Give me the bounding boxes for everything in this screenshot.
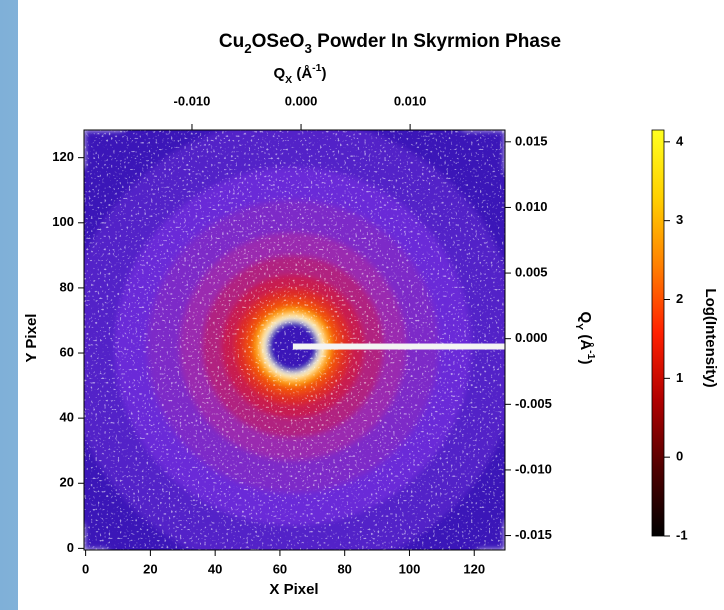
x-tick-label: 60 [273, 561, 287, 576]
y2-tick-label: -0.010 [515, 461, 552, 476]
label-part: Cu [219, 31, 244, 52]
colorbar [652, 130, 664, 536]
x-tick-label: 40 [208, 561, 222, 576]
y-tick-label: 100 [52, 214, 74, 229]
label-part: ) [322, 65, 327, 82]
label-part: ) [577, 360, 594, 365]
x2-tick-label: 0.000 [285, 93, 318, 108]
y2-tick-label: 0.015 [515, 133, 548, 148]
colorbar-tick-label: -1 [676, 527, 688, 542]
colorbar-tick-label: 0 [676, 449, 683, 464]
x-tick-label: 0 [82, 561, 89, 576]
label-part: (Å [577, 330, 594, 350]
label-part: 3 [304, 41, 311, 56]
x-tick-label: 120 [463, 561, 485, 576]
y-tick-label: 120 [52, 149, 74, 164]
beam-stop-arm [293, 344, 505, 350]
colorbar-tick-label: 3 [676, 212, 683, 227]
colorbar-tick-label: 4 [676, 133, 684, 148]
label-part: X [285, 74, 292, 86]
x2-tick-label: 0.010 [394, 93, 427, 108]
x-tick-label: 100 [399, 561, 421, 576]
y-tick-label: 0 [67, 540, 74, 555]
y-axis-label: Y Pixel [23, 314, 40, 363]
x2-tick-label: -0.010 [174, 93, 211, 108]
label-part: 2 [244, 41, 251, 56]
y-tick-label: 40 [60, 410, 74, 425]
y2-tick-label: 0.005 [515, 265, 548, 280]
label-part: Powder In Skyrmion Phase [312, 31, 561, 52]
colorbar-tick-label: 1 [676, 370, 683, 385]
label-part: (Å [292, 65, 312, 82]
y-tick-label: 60 [60, 344, 74, 359]
y-tick-label: 20 [60, 475, 74, 490]
y2-tick-label: 0.010 [515, 199, 548, 214]
x-tick-label: 80 [337, 561, 351, 576]
label-part: Y [573, 323, 585, 330]
label-part: OSeO [252, 31, 305, 52]
x-axis-label: X Pixel [269, 581, 318, 598]
label-part: -1 [312, 62, 321, 74]
y2-tick-label: -0.015 [515, 527, 552, 542]
label-part: Q [273, 65, 285, 82]
x-tick-label: 20 [143, 561, 157, 576]
noise-texture [84, 130, 505, 550]
colorbar-tick-label: 2 [676, 291, 683, 306]
y-tick-label: 80 [60, 279, 74, 294]
image [18, 70, 569, 610]
label-part: Q [577, 311, 594, 323]
y2-tick-label: -0.005 [515, 396, 552, 411]
y2-tick-label: 0.000 [515, 330, 548, 345]
label-part: -1 [585, 350, 597, 359]
colorbar-label: Log(Intensity) [702, 288, 719, 387]
